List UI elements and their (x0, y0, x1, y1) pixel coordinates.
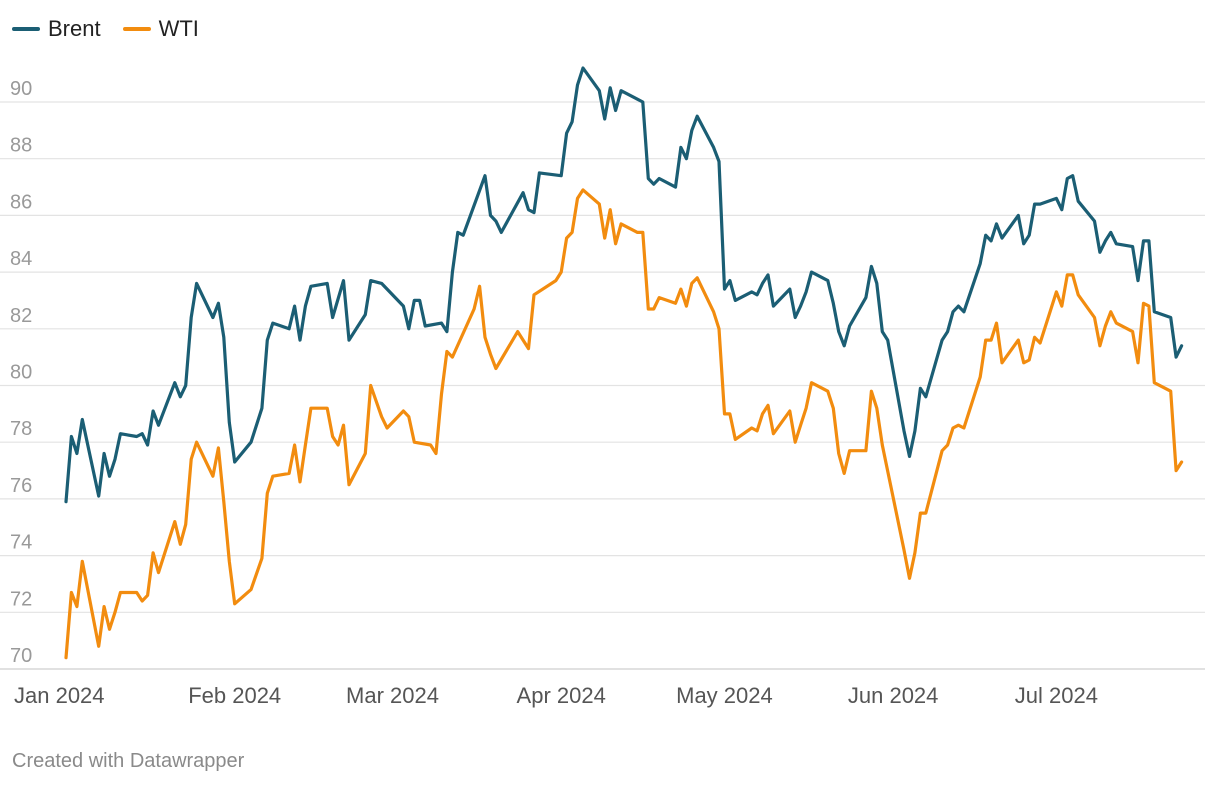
legend-label-wti: WTI (158, 16, 199, 41)
gridlines (0, 101, 1205, 670)
legend-item-wti[interactable]: WTI (122, 16, 199, 42)
y-tick-label: 72 (10, 588, 32, 610)
series-lines (64, 66, 1184, 660)
y-tick-label: 80 (10, 362, 32, 384)
line-chart: 70 72 74 76 78 80 82 84 86 88 90 Jan 2024 Feb 2024 M… (0, 66, 1205, 708)
x-tick-label: Jun 2024 (848, 683, 939, 708)
series-line-brent[interactable] (64, 66, 1184, 504)
legend: Brent WTI (12, 16, 199, 42)
legend-item-brent[interactable]: Brent (12, 16, 101, 42)
y-tick-label: 88 (10, 135, 32, 157)
y-axis: 70 72 74 76 78 80 82 84 86 88 90 (10, 78, 32, 667)
x-tick-label: Apr 2024 (517, 683, 606, 708)
y-tick-label: 76 (10, 475, 32, 497)
x-tick-label: May 2024 (676, 683, 773, 708)
y-tick-label: 78 (10, 418, 32, 440)
y-tick-label: 82 (10, 305, 32, 327)
x-axis: Jan 2024 Feb 2024 Mar 2024 Apr 2024 May 2024… (14, 683, 1098, 708)
y-tick-label: 84 (10, 248, 32, 270)
legend-swatch-brent (12, 27, 40, 31)
x-tick-label: Feb 2024 (188, 683, 281, 708)
x-tick-label: Mar 2024 (346, 683, 439, 708)
y-tick-label: 70 (10, 645, 32, 667)
x-tick-label: Jul 2024 (1015, 683, 1098, 708)
legend-swatch-wti (122, 27, 151, 31)
datawrapper-credit: Created with Datawrapper (12, 750, 245, 772)
x-tick-label: Jan 2024 (14, 683, 105, 708)
y-tick-label: 74 (10, 532, 32, 554)
series-line-wti[interactable] (64, 188, 1184, 660)
legend-label-brent: Brent (48, 16, 101, 41)
y-tick-label: 90 (10, 78, 32, 100)
y-tick-label: 86 (10, 191, 32, 213)
